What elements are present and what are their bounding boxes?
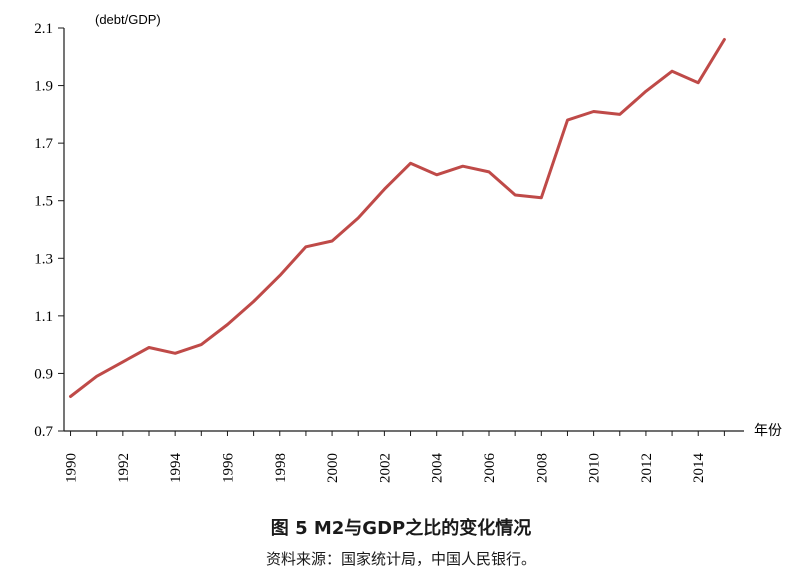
y-tick-label: 0.7 <box>34 424 53 440</box>
y-tick-label: 1.9 <box>34 79 53 95</box>
y-tick-label: 0.9 <box>34 366 53 382</box>
x-axis-unit-label: 年份 <box>754 423 782 439</box>
y-tick-label: 1.1 <box>34 309 53 325</box>
y-tick-label: 2.1 <box>34 21 53 37</box>
x-tick-label: 2006 <box>482 453 498 484</box>
x-tick-label: 1998 <box>273 453 289 483</box>
x-tick-label: 1992 <box>116 453 132 483</box>
x-tick-label: 2014 <box>691 453 707 484</box>
x-tick-label: 1996 <box>220 453 236 484</box>
x-tick-label: 2004 <box>430 453 446 484</box>
x-tick-label: 2010 <box>587 453 603 483</box>
x-tick-label: 2002 <box>377 453 393 483</box>
m2-gdp-series-line <box>69 38 726 398</box>
y-axis-unit-label: (debt/GDP) <box>95 12 161 27</box>
x-tick-label: 2012 <box>639 453 655 483</box>
figure-source-note: 资料来源：国家统计局，中国人民银行。 <box>265 550 536 568</box>
y-tick-label: 1.7 <box>34 136 53 152</box>
x-tick-label: 2000 <box>325 453 341 483</box>
m2-gdp-line-chart: 2.1 1.9 1.7 1.5 1.3 1.1 0.9 0.7 1990 1992 1994 199… <box>34 12 782 484</box>
x-tick-label: 1990 <box>64 453 80 483</box>
x-tick-label: 2008 <box>534 453 550 483</box>
x-tick-label: 1994 <box>168 453 184 484</box>
figure-caption: 图 5 M2与GDP之比的变化情况 <box>270 518 532 539</box>
y-tick-label: 1.3 <box>34 251 53 267</box>
y-tick-label: 1.5 <box>34 194 53 210</box>
